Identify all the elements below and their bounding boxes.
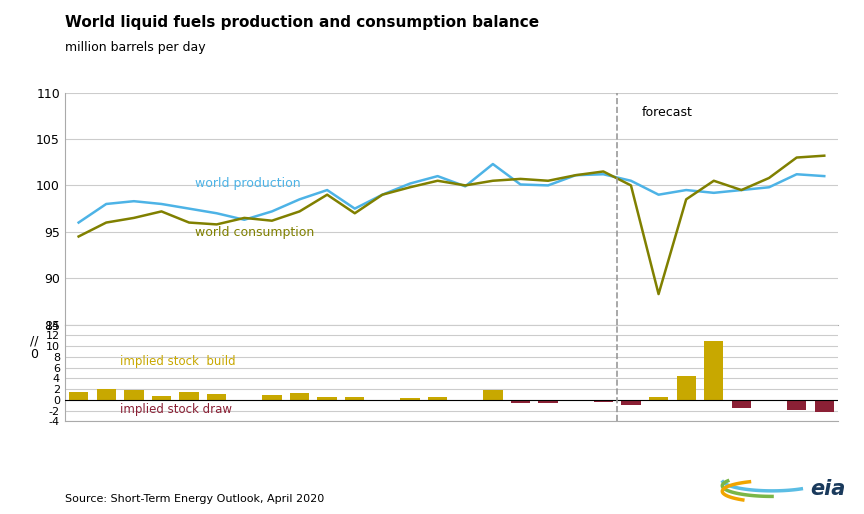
Bar — [290, 393, 309, 400]
Bar — [787, 400, 806, 410]
Bar — [97, 389, 116, 400]
Bar — [538, 400, 558, 402]
Text: 2017: 2017 — [325, 354, 357, 366]
Text: eia: eia — [810, 480, 846, 500]
Bar — [621, 400, 640, 406]
Text: implied stock draw: implied stock draw — [120, 403, 232, 416]
Bar — [594, 400, 613, 401]
Bar — [317, 397, 337, 400]
Text: 2019: 2019 — [546, 354, 578, 366]
Text: world consumption: world consumption — [194, 227, 314, 240]
Text: million barrels per day: million barrels per day — [65, 41, 206, 54]
Bar — [124, 390, 143, 400]
Text: 2020: 2020 — [657, 354, 689, 366]
Text: 0: 0 — [30, 348, 38, 361]
Bar — [207, 394, 226, 400]
Bar — [345, 397, 365, 400]
Bar — [428, 397, 448, 400]
Bar — [483, 390, 503, 400]
Bar — [400, 398, 420, 400]
Bar — [263, 395, 282, 400]
Text: forecast: forecast — [642, 106, 693, 119]
Text: 2016: 2016 — [214, 354, 246, 366]
Text: 2018: 2018 — [435, 354, 467, 366]
Bar — [511, 400, 530, 403]
Bar — [152, 396, 171, 400]
Bar — [69, 392, 88, 400]
Bar — [677, 376, 696, 400]
Bar — [815, 400, 834, 412]
Text: world production: world production — [194, 177, 300, 190]
Text: 2015: 2015 — [105, 354, 136, 366]
Bar — [180, 392, 199, 400]
Text: World liquid fuels production and consumption balance: World liquid fuels production and consum… — [65, 15, 539, 30]
Bar — [704, 341, 723, 400]
Bar — [649, 397, 668, 400]
Text: 2021: 2021 — [767, 354, 798, 366]
Text: implied stock  build: implied stock build — [120, 355, 236, 368]
Bar — [235, 400, 254, 401]
Bar — [732, 400, 751, 408]
Text: //: // — [30, 334, 38, 347]
Text: Source: Short-Term Energy Outlook, April 2020: Source: Short-Term Energy Outlook, April… — [65, 494, 324, 504]
